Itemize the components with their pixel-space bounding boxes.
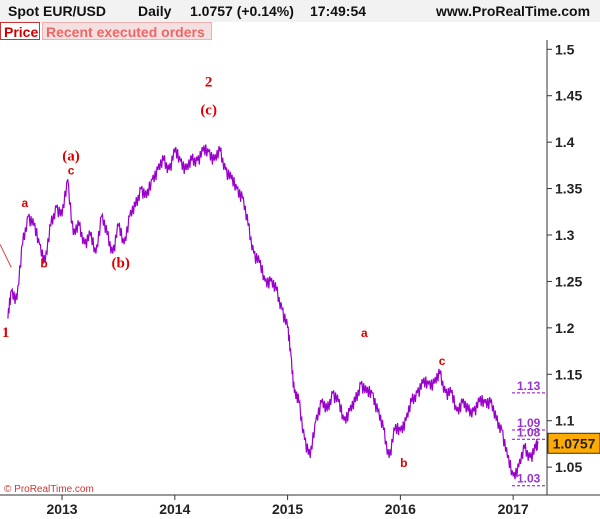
- tab-recent-orders[interactable]: Recent executed orders: [42, 22, 212, 40]
- x-tick-label: 2013: [46, 501, 77, 517]
- y-tick-label: 1.05: [555, 459, 582, 475]
- period-label: Daily: [138, 3, 172, 19]
- wave-label: 2: [205, 74, 213, 90]
- x-tick-label: 2016: [385, 501, 416, 517]
- y-tick-label: 1.25: [555, 273, 582, 289]
- y-tick-label: 1.35: [555, 181, 582, 197]
- wave-label: (c): [200, 102, 217, 118]
- y-tick-label: 1.4: [555, 134, 575, 150]
- wave-label: a: [21, 196, 28, 210]
- tab-price[interactable]: Price: [0, 22, 40, 40]
- wave-label: c: [439, 354, 446, 368]
- price-series-line: [7, 144, 539, 480]
- trend-line: [0, 244, 12, 268]
- symbol-title: Spot EUR/USD: [8, 3, 106, 19]
- wave-label: 1: [2, 325, 10, 341]
- wave-label: a: [361, 326, 368, 340]
- chart-header: Spot EUR/USD Daily 1.0757 (+0.14%) 17:49…: [0, 0, 600, 22]
- last-price-label: 1.0757: [553, 435, 596, 451]
- time-label: 17:49:54: [310, 3, 367, 19]
- x-tick-label: 2014: [159, 501, 190, 517]
- level-label: 1.09: [517, 416, 541, 430]
- copyright-label: © ProRealTime.com: [4, 484, 94, 495]
- site-label: www.ProRealTime.com: [436, 3, 591, 19]
- x-tick-label: 2017: [498, 501, 529, 517]
- y-tick-label: 1.2: [555, 320, 575, 336]
- y-tick-label: 1.15: [555, 366, 582, 382]
- y-tick-label: 1.3: [555, 227, 575, 243]
- wave-label: (a): [62, 149, 80, 165]
- x-tick-label: 2015: [272, 501, 303, 517]
- wave-label: b: [40, 257, 47, 271]
- level-label: 1.03: [517, 472, 541, 486]
- y-tick-label: 1.45: [555, 88, 582, 104]
- y-tick-label: 1.5: [555, 41, 575, 57]
- wave-label: (b): [112, 256, 130, 272]
- wave-label: b: [400, 456, 407, 470]
- wave-label: c: [68, 164, 75, 178]
- price-change-label: 1.0757 (+0.14%): [190, 3, 294, 19]
- level-label: 1.13: [517, 379, 541, 393]
- last-price-box: [547, 432, 600, 454]
- level-label: 1.08: [517, 425, 541, 439]
- y-tick-label: 1.1: [555, 413, 575, 429]
